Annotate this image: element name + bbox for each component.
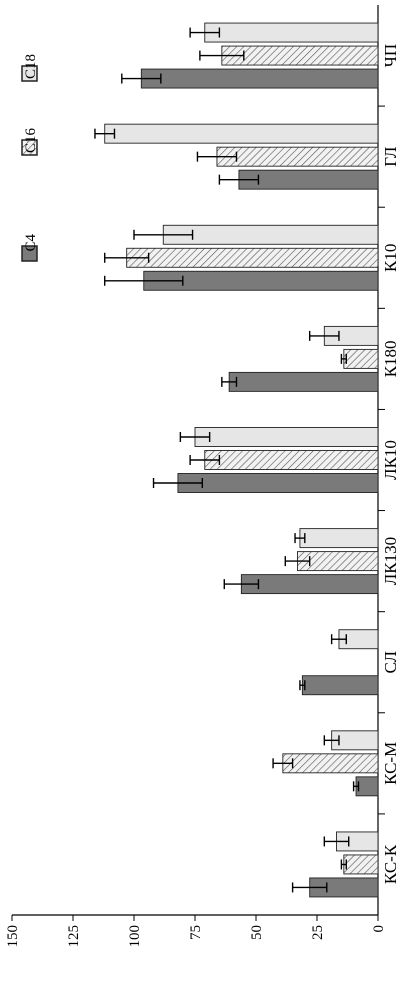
bar-c4-0 [140,68,379,89]
legend-swatch-c18 [21,65,38,82]
bar-c4-4 [177,473,379,493]
legend-label-c16: C16 [23,128,39,154]
bar-c16-3 [343,348,379,369]
legend-label-c18: C18 [23,54,39,79]
category-label: К180 [381,340,400,377]
legend-swatch-c4 [21,245,38,262]
category-label: ЛК130 [381,537,400,585]
value-tick-label: 125 [66,925,82,948]
bar-c18-1 [104,123,379,144]
bar-c18-5 [299,528,379,549]
value-tick-label: 0 [371,925,387,933]
category-label: К10 [381,244,400,272]
bar-c16-7 [282,753,379,774]
value-tick-label: 50 [249,925,265,940]
legend-label-c4: C4 [23,234,39,252]
bar-c18-2 [162,224,379,245]
category-label: ЛК10 [381,440,400,480]
value-tick-label: 150 [5,925,21,948]
bar-c16-4 [204,450,379,470]
plot-area: 0 25 50 75 100 125 150 ЧП ГЛ К10 К180 ЛК10 ЛК130 СЛ КС… [5,5,400,948]
bar-c4-5 [240,574,379,595]
value-tick-label: 25 [310,925,326,940]
category-label: КС-К [381,844,400,884]
category-label: ЧП [381,44,400,67]
bar-c4-1 [238,169,379,190]
category-label: СЛ [381,651,400,674]
category-label: КС-М [381,742,400,785]
bar-c4-3 [228,371,379,392]
bar-c4-7 [355,776,379,797]
bar-c16-0 [221,45,379,66]
category-label: ГЛ [381,146,400,167]
value-tick-label: 75 [188,925,204,940]
bar-c18-4 [194,427,379,447]
value-tick-label: 100 [127,925,143,948]
bar-c18-0 [204,22,379,43]
bar-c16-8 [343,854,379,875]
bar-c4-6 [301,675,379,696]
legend-swatch-c16 [21,139,38,156]
bar-c16-1 [216,146,379,167]
bar-c16-2 [126,247,379,268]
